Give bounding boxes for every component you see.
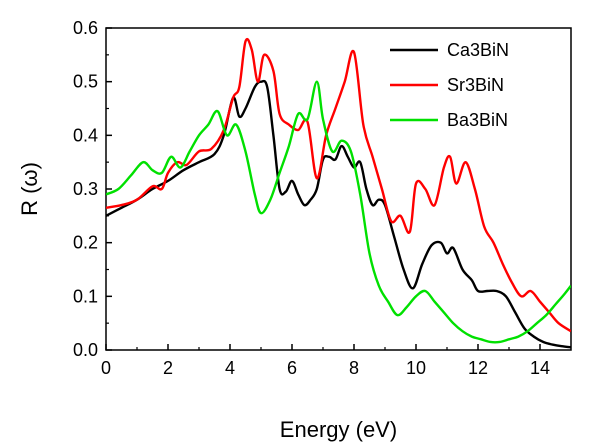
- y-tick-label: 0.3: [73, 179, 98, 199]
- x-tick-label: 4: [225, 358, 235, 378]
- y-axis-ticks: 0.0 0.1 0.2 0.3 0.4 0.5 0.6: [73, 18, 112, 360]
- legend-label: Ca3BiN: [447, 40, 509, 60]
- series-layer: [106, 37, 571, 349]
- y-tick-label: 0.2: [73, 233, 98, 253]
- x-tick-label: 2: [163, 358, 173, 378]
- legend: Ca3BiN Sr3BiN Ba3BiN: [390, 40, 509, 130]
- x-tick-label: 6: [287, 358, 297, 378]
- legend-label: Ba3BiN: [447, 110, 508, 130]
- x-tick-label: 12: [468, 358, 488, 378]
- x-tick-label: 14: [530, 358, 550, 378]
- x-axis-label: Energy (eV): [280, 417, 397, 442]
- y-tick-label: 0.1: [73, 286, 98, 306]
- y-tick-label: 0.0: [73, 340, 98, 360]
- y-tick-label: 0.5: [73, 72, 98, 92]
- x-tick-label: 10: [406, 358, 426, 378]
- series-line-sr3bin: [106, 37, 571, 333]
- y-tick-label: 0.4: [73, 125, 98, 145]
- legend-label: Sr3BiN: [447, 75, 504, 95]
- x-tick-label: 0: [101, 358, 111, 378]
- y-tick-label: 0.6: [73, 18, 98, 38]
- x-tick-label: 8: [349, 358, 359, 378]
- y-axis-label: R (ω): [17, 162, 42, 216]
- series-line-ba3bin: [106, 80, 571, 344]
- x-axis-ticks: 0 2 4 6 8 10 12 14: [101, 344, 550, 378]
